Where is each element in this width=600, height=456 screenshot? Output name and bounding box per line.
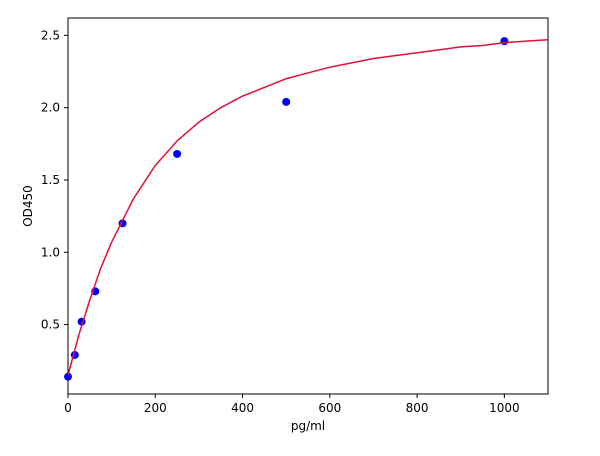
x-tick-label: 0 — [64, 401, 72, 415]
plot-series — [64, 37, 548, 381]
x-tick-label: 800 — [406, 401, 429, 415]
x-tick-label: 200 — [144, 401, 167, 415]
x-tick-label: 1000 — [489, 401, 520, 415]
data-point — [282, 97, 291, 106]
fit-curve-line — [68, 38, 548, 376]
y-tick-label: 2.5 — [41, 28, 60, 42]
y-tick-label: 1.0 — [41, 245, 60, 259]
y-tick-label: 0.5 — [41, 318, 60, 332]
data-point — [500, 37, 509, 46]
data-point — [173, 149, 182, 158]
y-tick-label: 1.5 — [41, 173, 60, 187]
x-tick-label: 400 — [231, 401, 254, 415]
x-axis-ticks: 0 200 400 600 800 1000 — [64, 394, 520, 415]
data-point — [64, 372, 72, 381]
y-axis-title: OD450 — [21, 185, 35, 227]
x-axis-title: pg/ml — [291, 419, 325, 433]
y-tick-label: 2.0 — [41, 101, 60, 115]
y-axis-ticks: 0.5 1.0 1.5 2.0 2.5 — [41, 28, 68, 332]
plot-frame — [67, 17, 549, 395]
x-tick-label: 600 — [318, 401, 341, 415]
